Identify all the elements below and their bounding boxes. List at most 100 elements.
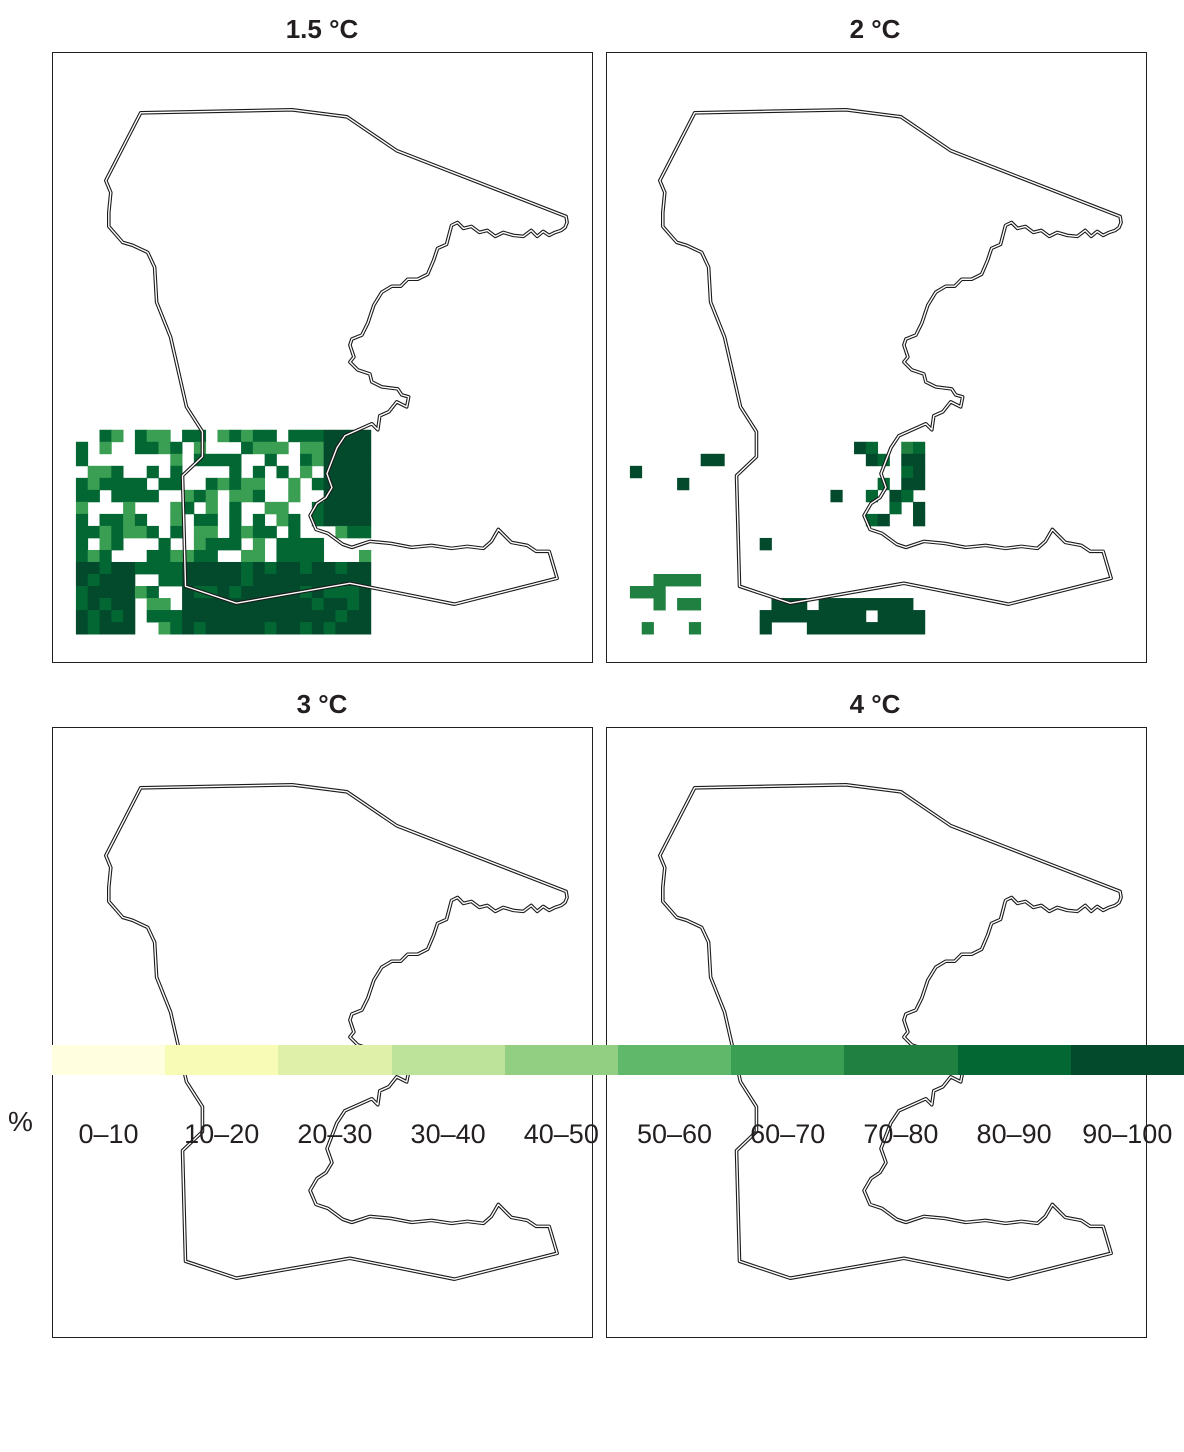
grid-cell [877,610,890,623]
grid-cell [653,573,666,587]
grid-cell [182,622,195,635]
grid-cell [901,622,914,635]
grid-cell [134,441,148,455]
grid-cell [75,525,89,539]
grid-cell [347,622,360,635]
grid-cell [347,489,360,503]
grid-cell [264,501,277,515]
region-boundary-inner [659,784,1122,1280]
grid-cell [193,549,207,563]
grid-cell [241,489,254,503]
grid-cell [241,561,254,575]
grid-cell [311,598,325,611]
grid-cell [264,525,277,539]
grid-cell [688,622,702,635]
legend-swatch [52,1045,166,1075]
grid-cell [99,465,112,479]
grid-cell [913,453,926,467]
map-svg-2c [629,108,1123,635]
grid-cell [205,598,218,611]
grid-cell [75,489,89,503]
map-panel-2c [606,52,1147,663]
grid-cell [795,610,808,623]
legend-label: 20–30 [297,1119,373,1149]
map-panel-1-5c [52,52,593,663]
grid-cell [252,441,266,455]
grid-cell [335,477,348,491]
grid-cell [323,610,336,623]
grid-cell [87,549,100,563]
legend-label: 30–40 [410,1119,486,1149]
grid-cell [205,525,218,539]
legend-unit-label: % [8,1106,33,1137]
grid-cell [901,610,914,623]
grid-cell [193,441,207,455]
grid-cell [335,501,348,515]
grid-cell [87,489,100,503]
grid-cell [182,429,195,443]
grid-cell [783,610,796,623]
grid-cell [99,441,112,455]
legend-swatch [278,1045,393,1075]
grid-cell [75,537,89,551]
grid-cell [901,453,914,467]
grid-cell [300,465,313,479]
grid-cell [264,622,277,635]
grid-cell [359,465,372,479]
legend-label: 60–70 [750,1119,826,1149]
grid-cell [359,441,372,455]
grid-cell [170,513,183,527]
grid-cell [252,465,266,479]
grid-cell [111,537,124,551]
grid-cell [865,441,879,455]
grid-cell [913,610,926,623]
grid-cell [99,477,112,491]
grid-cell [264,441,277,455]
grid-cell [854,622,867,635]
grid-cell [347,501,360,515]
grid-cell [111,489,124,503]
grid-cell [229,513,242,527]
grid-cell [217,537,230,551]
grid-cell [252,549,266,563]
grid-cell [759,610,772,623]
grid-cell [229,586,242,599]
grid-cell [241,586,254,599]
grid-cell [99,429,112,443]
grid-cell [347,598,360,611]
grid-cell [877,622,890,635]
grid-cell [217,610,230,623]
grid-cell [276,537,289,551]
grid-cell [276,501,289,515]
region-boundary-inner [105,109,568,605]
grid-cell [913,441,926,455]
grid-cell [830,622,843,635]
grid-cell [229,537,242,551]
grid-cell [771,610,784,623]
grid-cell [300,561,313,575]
grid-cell [111,610,124,623]
grid-cell [288,489,301,503]
grid-cell [229,561,242,575]
grid-cell [205,501,218,515]
grid-cell [311,622,325,635]
grid-cell [300,441,313,455]
grid-cell [264,610,277,623]
grid-cell [87,573,100,587]
grid-cell [217,586,230,599]
grid-cell [87,622,100,635]
grid-cell [288,513,301,527]
grid-cell [111,513,124,527]
legend-label: 10–20 [184,1119,260,1149]
grid-cell [134,561,148,575]
grid-cell [288,525,301,539]
grid-cell [158,549,171,563]
grid-cell [252,537,266,551]
grid-cell [75,477,89,491]
grid-cell [99,598,112,611]
region-boundary-inner [105,784,568,1280]
grid-cell [123,622,136,635]
grid-cell [241,573,254,587]
grid-cell [229,453,242,467]
grid-cell [359,525,372,539]
